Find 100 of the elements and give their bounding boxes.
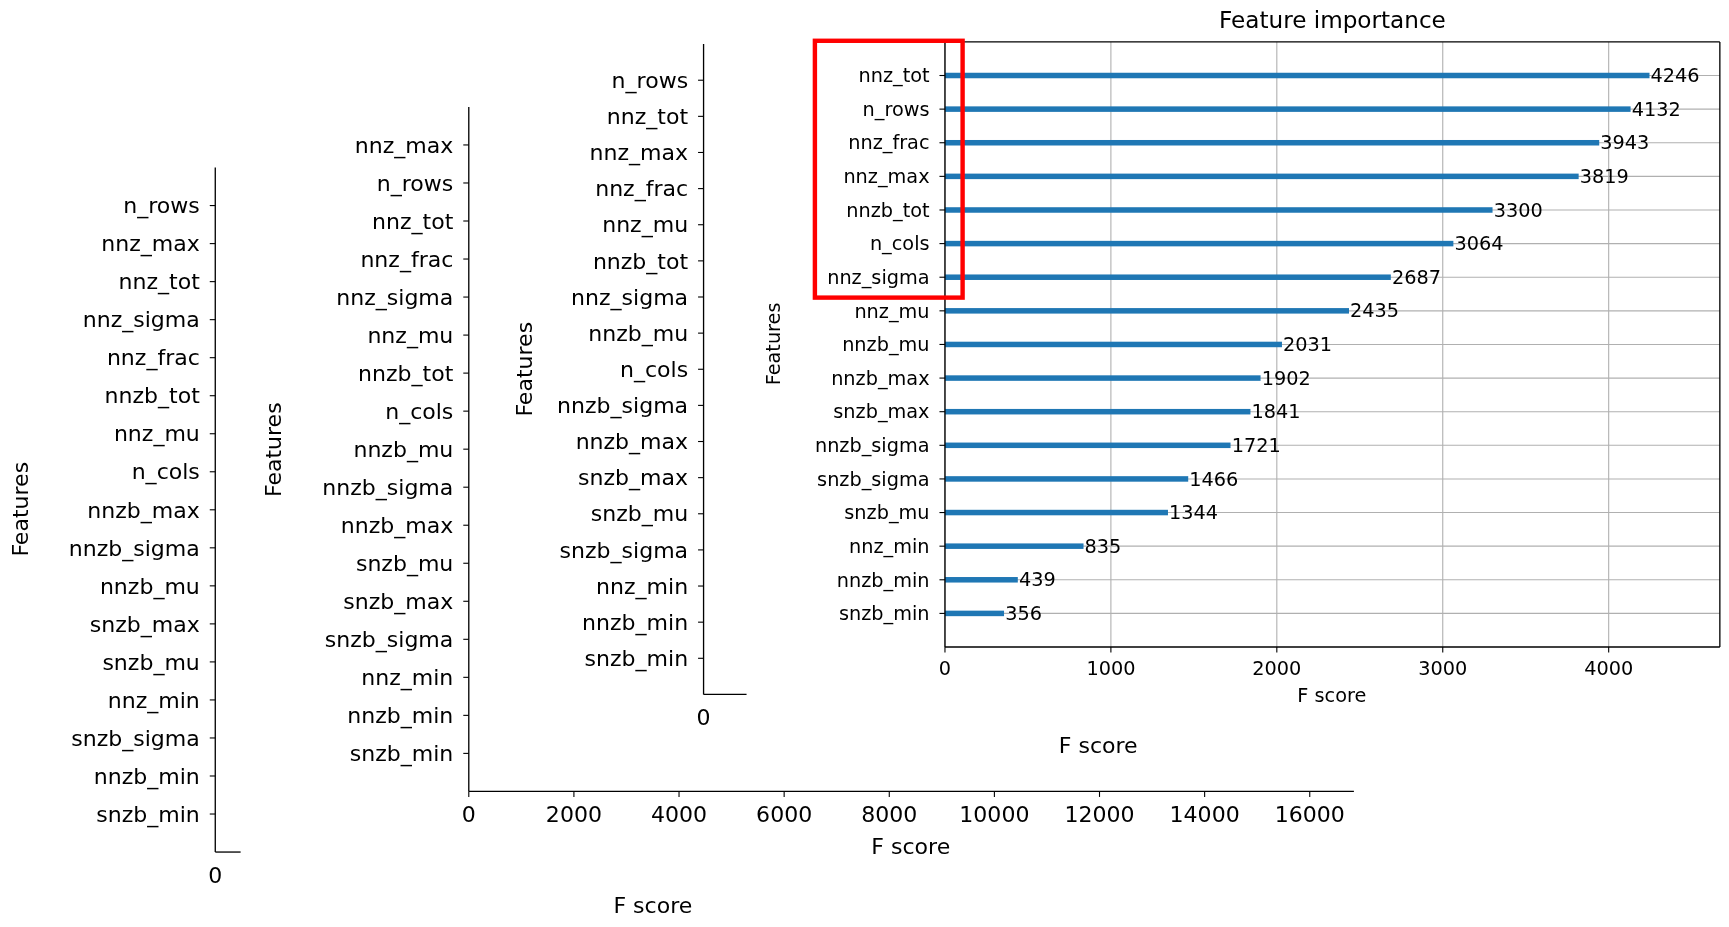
category-label: nnz_min [596,573,689,600]
bar [944,543,1084,549]
data-label: 1344 [1169,501,1219,525]
data-label: 4132 [1631,97,1681,121]
bar [944,274,1391,280]
category-label: snzb_sigma [559,537,689,564]
bar [944,375,1261,381]
x-tick-label: 0 [461,802,476,828]
category-label: nnz_min [107,687,200,714]
text: Features [7,461,33,557]
bar [944,308,1349,314]
y-axis-title: Features [261,402,287,498]
x-tick-label: 3000 [1418,657,1468,681]
bar [944,106,1631,112]
category-label: nnzb_max [575,429,689,456]
x-tick-label: 16000 [1274,802,1345,828]
y-tick-label: nnz_tot [858,64,930,88]
y-tick-label: nnzb_min [836,568,930,592]
category-label: nnzb_tot [592,248,689,275]
data-label: 4246 [1650,64,1700,88]
category-label: nnz_sigma [571,284,689,311]
y-axis-title: Features [761,302,785,386]
category-label: nnzb_sigma [68,535,200,562]
y-tick-label: snzb_max [343,589,454,615]
category-label: snzb_max [578,465,689,492]
bar [944,577,1018,583]
y-tick-label: nnz_sigma [336,284,454,311]
category-label: nnz_mu [113,421,200,448]
y-tick-label: nnzb_max [831,366,930,390]
category-label: n_rows [611,67,689,94]
data-label: 2687 [1391,265,1441,289]
annotation: 0 [696,705,711,731]
y-tick-label: nnz_max [843,165,930,189]
x-tick-label: 10000 [959,802,1030,828]
y-tick-label: nnz_min [849,534,930,558]
y-tick-label: snzb_mu [355,550,454,577]
category-label: snzb_min [96,801,200,828]
y-tick-label: nnz_mu [367,322,454,349]
x-tick-label: 0 [938,657,952,681]
category-label: nnzb_min [582,609,689,636]
category-label: snzb_mu [590,501,689,528]
y-tick-label: nnzb_mu [353,436,454,463]
category-label: nnz_frac [106,345,200,372]
bar [944,173,1579,180]
data-label: 1466 [1189,467,1239,491]
category-label: nnz_max [589,140,689,167]
x-tick-label: 14000 [1169,802,1240,828]
y-tick-label: nnzb_min [347,703,454,730]
y-tick-label: snzb_min [838,602,930,626]
y-tick-label: n_cols [869,232,930,256]
y-tick-label: nnz_frac [360,246,454,273]
data-label: 1902 [1261,366,1311,390]
x-axis-title: F score [871,834,951,860]
data-label: 3064 [1454,232,1504,256]
bar [944,509,1168,516]
y-tick-label: snzb_mu [844,501,930,525]
x-tick-label: 2000 [1252,657,1302,681]
y-tick-label: nnz_max [354,132,454,159]
y-tick-label: nnzb_sigma [814,434,930,458]
y-tick-label: nnzb_tot [846,198,930,222]
x-tick-label: 4000 [1584,657,1634,681]
category-label: nnzb_tot [104,383,201,410]
chart-title: Feature importance [1218,6,1446,33]
category-label: nnzb_mu [99,573,200,600]
category-label: snzb_sigma [71,725,200,752]
data-label: 439 [1018,568,1056,592]
bar [944,207,1493,213]
y-tick-label: snzb_max [833,400,930,424]
text: F score [1058,732,1138,758]
bar [944,240,1454,247]
bar [944,341,1282,348]
category-label: snzb_max [89,611,200,638]
category-label: nnz_max [101,231,200,258]
x-tick-label: 1000 [1086,657,1136,681]
category-label: nnz_sigma [82,307,200,334]
category-label: snzb_mu [102,649,200,676]
category-label: nnz_tot [118,269,201,296]
bar [944,408,1251,415]
category-label: n_rows [123,193,200,220]
y-tick-label: n_cols [385,398,454,425]
category-label: n_cols [619,356,689,383]
y-tick-label: n_rows [862,97,930,121]
category-label: nnzb_mu [588,320,689,347]
x-tick-label: 2000 [545,802,602,828]
y-tick-label: nnzb_tot [358,360,454,387]
x-tick-label: 8000 [861,802,918,828]
bar [944,72,1650,79]
x-tick-label: 6000 [756,802,813,828]
data-label: 1841 [1251,400,1301,424]
bar [944,442,1231,449]
y-tick-label: snzb_sigma [324,627,454,654]
data-label: 1721 [1231,433,1281,457]
y-tick-label: nnz_mu [854,299,930,323]
category-label: nnz_mu [602,212,689,239]
y-tick-label: nnz_min [361,665,454,692]
y-tick-label: nnzb_mu [842,333,930,357]
text: Features [511,321,537,417]
y-tick-label: nnzb_sigma [322,474,454,501]
y-tick-label: nnz_frac [848,131,930,155]
data-label: 2435 [1350,299,1400,323]
